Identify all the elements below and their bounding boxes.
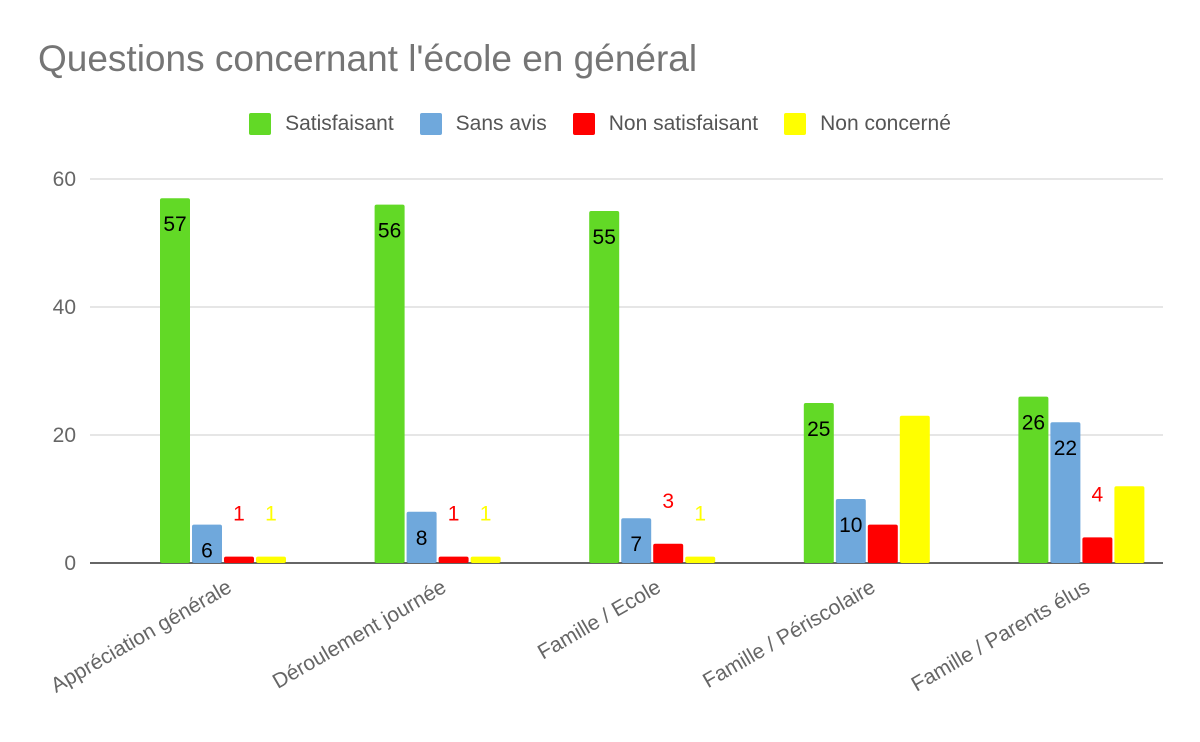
- data-label: 1: [694, 503, 706, 526]
- data-label: 10: [839, 514, 862, 537]
- bar: [621, 518, 652, 563]
- y-tick-label: 60: [53, 168, 76, 191]
- data-label: 22: [1054, 437, 1077, 460]
- bar: [803, 403, 834, 563]
- legend-item: Non concerné: [784, 112, 951, 136]
- bar: [653, 543, 684, 563]
- data-label: 1: [480, 503, 492, 526]
- x-tick-label: Famille / Parents élus: [908, 575, 1094, 696]
- bar: [470, 556, 501, 563]
- data-label: 3: [662, 490, 674, 513]
- bar: [256, 556, 286, 563]
- data-label: 12: [1118, 501, 1141, 524]
- bar: [835, 499, 866, 563]
- bar: [1018, 396, 1049, 563]
- bar: [406, 511, 437, 563]
- bar: [224, 556, 254, 563]
- y-tick-label: 40: [53, 296, 76, 319]
- bar: [867, 524, 898, 563]
- data-label: 6: [877, 540, 889, 563]
- legend-item: Satisfaisant: [249, 112, 394, 136]
- bar: [899, 415, 930, 563]
- y-tick-label: 0: [64, 552, 76, 575]
- bar: [589, 211, 620, 563]
- bar: [160, 198, 190, 563]
- data-label: 23: [903, 431, 926, 454]
- legend-swatch: [572, 113, 595, 135]
- data-label: 55: [593, 226, 616, 249]
- data-label: 1: [448, 503, 460, 526]
- x-tick-label: Déroulement journée: [269, 575, 450, 693]
- bar: [1082, 537, 1113, 563]
- legend-label: Satisfaisant: [285, 112, 394, 135]
- bar: [1050, 422, 1081, 563]
- data-label: 6: [201, 540, 213, 563]
- data-label: 1: [233, 503, 245, 526]
- legend-swatch: [419, 113, 442, 135]
- legend-item: Sans avis: [419, 112, 547, 136]
- data-label: 8: [416, 527, 428, 550]
- legend-item: Non satisfaisant: [572, 112, 759, 136]
- y-tick-label: 20: [53, 424, 76, 447]
- legend-swatch: [784, 113, 807, 135]
- data-label: 57: [163, 213, 186, 236]
- data-label: 1: [265, 503, 277, 526]
- legend-label: Sans avis: [455, 112, 547, 135]
- legend-label: Non satisfaisant: [608, 112, 759, 135]
- data-label: 4: [1092, 483, 1104, 506]
- bar: [438, 556, 469, 563]
- data-label: 7: [630, 533, 642, 556]
- legend-label: Non concerné: [820, 112, 951, 135]
- bar: [685, 556, 716, 563]
- x-tick-label: Appréciation générale: [47, 575, 235, 697]
- bar: [192, 524, 222, 563]
- legend-swatch: [249, 113, 272, 135]
- data-label: 56: [378, 220, 401, 243]
- x-tick-label: Famille / Périscolaire: [699, 575, 879, 692]
- chart-title: Questions concernant l'école en général: [38, 38, 698, 79]
- data-label: 25: [807, 418, 830, 441]
- legend: Satisfaisant Sans avis Non satisfaisant Non…: [0, 112, 1200, 136]
- data-label: 26: [1022, 412, 1045, 435]
- x-tick-label: Famille / Ecole: [534, 575, 665, 664]
- bar: [374, 204, 405, 563]
- bar: [1114, 486, 1145, 563]
